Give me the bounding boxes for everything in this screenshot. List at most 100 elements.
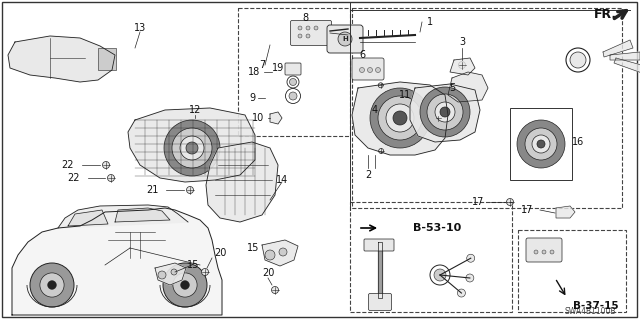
FancyBboxPatch shape [285, 63, 301, 75]
Circle shape [434, 269, 446, 281]
Circle shape [458, 62, 465, 69]
Circle shape [298, 34, 302, 38]
Circle shape [378, 83, 383, 88]
Text: 20: 20 [214, 248, 226, 258]
Circle shape [108, 174, 115, 182]
Circle shape [306, 34, 310, 38]
Polygon shape [68, 210, 108, 226]
Circle shape [30, 263, 74, 307]
Polygon shape [352, 82, 448, 155]
Text: 19: 19 [272, 63, 284, 73]
Circle shape [435, 115, 440, 121]
Polygon shape [206, 142, 278, 222]
Circle shape [378, 96, 422, 140]
Circle shape [163, 263, 207, 307]
Text: 21: 21 [146, 185, 158, 195]
Circle shape [265, 250, 275, 260]
Bar [350, 202, 512, 312]
Polygon shape [115, 208, 170, 222]
Circle shape [537, 140, 545, 148]
Circle shape [186, 187, 193, 194]
FancyBboxPatch shape [369, 293, 392, 310]
Text: B-53-10: B-53-10 [413, 223, 461, 233]
Circle shape [172, 128, 212, 168]
Text: 9: 9 [249, 93, 255, 103]
Text: 4: 4 [372, 105, 378, 115]
Text: 15: 15 [187, 260, 199, 270]
Circle shape [158, 271, 166, 279]
Text: 20: 20 [262, 268, 274, 278]
Bar [352, 8, 622, 208]
Circle shape [542, 250, 546, 254]
Text: 16: 16 [572, 137, 584, 147]
Polygon shape [610, 52, 640, 60]
Circle shape [298, 26, 302, 30]
Circle shape [338, 32, 352, 46]
Circle shape [379, 148, 383, 153]
Circle shape [40, 273, 64, 297]
Text: 22: 22 [61, 160, 74, 170]
Circle shape [420, 87, 470, 137]
Circle shape [47, 281, 56, 289]
Text: B-37-15: B-37-15 [573, 301, 619, 311]
Bar [518, 230, 626, 312]
Circle shape [517, 120, 565, 168]
Text: 7: 7 [259, 60, 265, 70]
Circle shape [466, 274, 474, 282]
Polygon shape [448, 72, 488, 102]
Text: 17: 17 [472, 197, 484, 207]
Polygon shape [8, 36, 115, 82]
Circle shape [289, 92, 297, 100]
Polygon shape [270, 112, 282, 124]
Bar [238, 8, 350, 136]
Circle shape [289, 78, 296, 85]
Circle shape [171, 269, 177, 275]
Text: 10: 10 [252, 113, 264, 123]
Polygon shape [58, 205, 188, 228]
Circle shape [440, 107, 450, 117]
FancyBboxPatch shape [327, 25, 363, 53]
Circle shape [173, 273, 197, 297]
Polygon shape [262, 240, 298, 266]
Text: 2: 2 [365, 170, 371, 180]
Polygon shape [155, 263, 186, 285]
Circle shape [386, 104, 414, 132]
Text: 13: 13 [134, 23, 146, 33]
Circle shape [427, 94, 463, 130]
Circle shape [271, 286, 278, 293]
Polygon shape [410, 84, 480, 142]
Text: 17: 17 [521, 205, 533, 215]
Polygon shape [556, 206, 575, 218]
Polygon shape [128, 108, 255, 182]
Text: 8: 8 [302, 13, 308, 23]
Polygon shape [12, 208, 222, 315]
Polygon shape [450, 58, 475, 75]
Circle shape [532, 135, 550, 153]
Text: 15: 15 [247, 243, 259, 253]
FancyBboxPatch shape [352, 58, 384, 80]
Polygon shape [603, 40, 633, 57]
FancyBboxPatch shape [364, 239, 394, 251]
Text: 22: 22 [67, 173, 79, 183]
Circle shape [180, 281, 189, 289]
Text: H: H [342, 36, 348, 42]
Polygon shape [614, 58, 640, 73]
Circle shape [393, 111, 407, 125]
Circle shape [314, 26, 318, 30]
Circle shape [458, 289, 465, 297]
Polygon shape [378, 242, 382, 298]
Circle shape [376, 68, 381, 72]
Circle shape [202, 269, 209, 276]
Circle shape [525, 128, 557, 160]
Circle shape [550, 250, 554, 254]
Text: 14: 14 [276, 175, 288, 185]
Circle shape [467, 254, 475, 262]
Circle shape [370, 88, 430, 148]
Circle shape [164, 120, 220, 176]
Circle shape [279, 248, 287, 256]
FancyBboxPatch shape [291, 20, 332, 46]
Circle shape [367, 68, 372, 72]
Circle shape [435, 102, 455, 122]
Bar [510, 108, 572, 180]
Text: FR.: FR. [593, 8, 616, 20]
